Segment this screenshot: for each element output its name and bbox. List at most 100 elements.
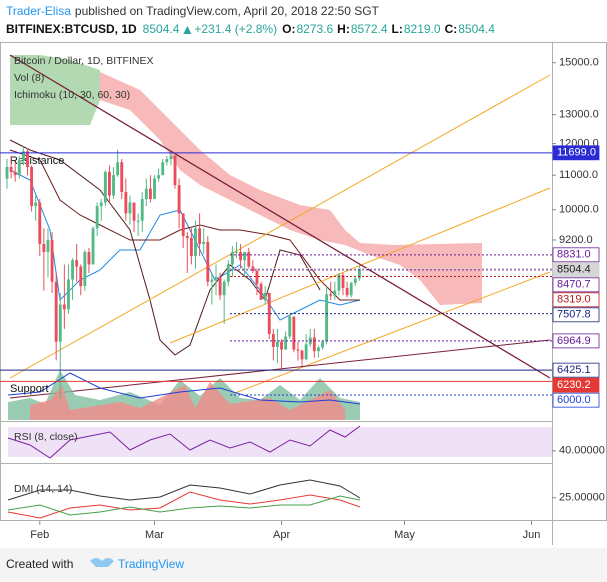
- candle-body: [296, 349, 300, 351]
- candle-body: [230, 251, 234, 265]
- candle-body: [181, 213, 185, 237]
- candle-body: [108, 171, 111, 196]
- level-label: 6425.1: [557, 364, 591, 376]
- x-tick-label: Apr: [273, 529, 290, 541]
- x-tick-label: May: [394, 529, 415, 541]
- candle-body: [177, 185, 181, 214]
- level-label-box: [552, 377, 600, 393]
- candle-body: [140, 199, 144, 221]
- ohlc-key: O:: [282, 22, 295, 36]
- level-label-box: [552, 362, 600, 378]
- y-tick-label: 11000.0: [559, 169, 598, 181]
- price: 8504.4: [143, 22, 180, 36]
- y-tick-label: 9200.0: [559, 234, 593, 246]
- candle-body: [321, 341, 324, 348]
- rsi-line: [7, 425, 361, 459]
- author[interactable]: Trader-Elisa: [6, 4, 71, 18]
- ohlc-key: L:: [392, 22, 403, 36]
- chart-title: Bitcoin / Dollar, 1D, BITFINEX: [14, 55, 153, 67]
- ohlc-key: H:: [337, 22, 350, 36]
- level-label: 7507.8: [557, 309, 591, 321]
- candle-body: [189, 238, 193, 257]
- candle-body: [312, 337, 316, 352]
- level-label-box: [552, 333, 600, 349]
- candle-body: [300, 350, 304, 360]
- candle-body: [255, 270, 259, 284]
- channel-line: [9, 74, 551, 379]
- candle-body: [13, 171, 17, 176]
- level-label-box: [552, 277, 600, 293]
- candle-body: [357, 268, 361, 279]
- candle-body: [5, 167, 9, 179]
- level-label-box: [552, 392, 600, 408]
- candle-body: [222, 281, 226, 296]
- candle-body: [169, 155, 173, 160]
- level-label-box: [552, 262, 600, 278]
- footer-brand[interactable]: TradingView: [118, 557, 184, 571]
- ohlc-value: 8504.4: [458, 22, 495, 36]
- x-tick-label: Feb: [30, 529, 49, 541]
- volume-area: [30, 382, 345, 420]
- level-label: 6000.0: [557, 394, 591, 406]
- header-quote: 8504.4 +231.4 (+2.8%) O: 8273.6 H: 8572.4 L: 82…: [143, 22, 496, 36]
- y-tick-label: 10000.0: [559, 204, 599, 216]
- ichimoku-cloud-up: [10, 55, 100, 125]
- ichimoku-cloud-down: [100, 72, 482, 305]
- change: +231.4 (+2.8%): [194, 22, 277, 36]
- x-tick-label: Mar: [145, 529, 164, 541]
- candle-body: [67, 279, 70, 310]
- candle-body: [103, 171, 107, 203]
- candle-body: [345, 287, 349, 296]
- level-label: 11699.0: [557, 147, 596, 159]
- candle-body: [271, 333, 275, 347]
- candle-body: [54, 281, 58, 342]
- candle-body: [95, 206, 99, 229]
- dmi-label: DMI (14, 14): [14, 483, 72, 495]
- candle-body: [337, 275, 341, 291]
- candle-body: [288, 316, 292, 337]
- level-label-box: [552, 247, 600, 263]
- level-label: 8504.4: [557, 264, 591, 276]
- level-label-box: [552, 292, 600, 308]
- symbol: BITFINEX:BTCUSD, 1D: [6, 22, 137, 36]
- resistance-trendline: [9, 54, 551, 379]
- candle-body: [280, 341, 283, 350]
- candle-body: [206, 241, 210, 282]
- candle-body: [157, 175, 161, 179]
- kijun-line: [9, 149, 360, 301]
- candle-body: [247, 251, 251, 267]
- candle-body: [259, 283, 263, 300]
- candle-body: [46, 239, 50, 252]
- candle-body: [71, 260, 74, 280]
- x-tick-label: Jun: [523, 529, 541, 541]
- candle-body: [329, 294, 333, 296]
- candle-body: [50, 239, 54, 282]
- y-tick-label: 40.00000: [559, 445, 605, 457]
- level-label: 6230.2: [557, 379, 591, 391]
- volume-label: Vol (8): [14, 72, 44, 84]
- candle-body: [243, 251, 247, 261]
- lagging-line: [9, 139, 321, 356]
- candle-body: [38, 202, 42, 244]
- logo: [90, 558, 114, 567]
- level-label: 8470.7: [557, 279, 591, 291]
- candle-body: [91, 228, 95, 265]
- candle-body: [251, 266, 255, 271]
- candle-body: [136, 220, 140, 222]
- candle-body: [124, 192, 128, 214]
- candle-body: [116, 162, 120, 176]
- candle-body: [304, 344, 308, 360]
- y-tick-label: 15000.0: [559, 57, 599, 69]
- candle-body: [198, 228, 202, 244]
- candle-body: [161, 162, 165, 176]
- rsi-label: RSI (8, close): [14, 431, 78, 443]
- candle-body: [87, 251, 91, 265]
- candle-body: [341, 275, 345, 288]
- candle-body: [353, 278, 357, 284]
- candle-body: [83, 251, 87, 287]
- rsi-band: [8, 427, 552, 457]
- candle-body: [292, 316, 296, 350]
- candle-body: [17, 160, 21, 176]
- candle-body: [349, 283, 353, 296]
